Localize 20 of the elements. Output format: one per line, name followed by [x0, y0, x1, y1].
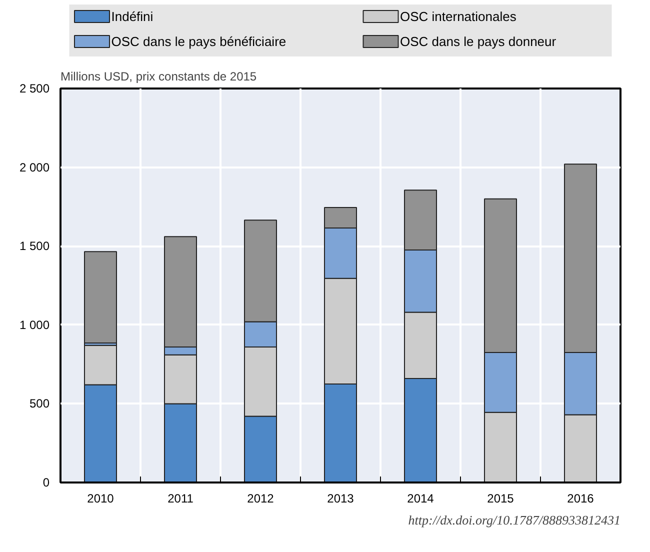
x-tick-label: 2016 — [567, 492, 594, 506]
y-tick-label: 2 000 — [19, 160, 50, 174]
x-tick-label: 2013 — [327, 492, 354, 506]
x-tick-label: 2011 — [168, 492, 194, 506]
y-tick-label: 1 500 — [19, 239, 50, 254]
text: http://dx.doi.org/10.1787/888933812431 — [408, 512, 621, 528]
x-tick-label: 2014 — [407, 492, 434, 506]
y-tick-label: 0 — [42, 476, 50, 490]
legend-label: OSC dans le pays donneur — [400, 34, 557, 49]
legend-label: Indéfini — [111, 9, 154, 24]
bar — [84, 251, 117, 344]
y-axis-title: Millions USD, prix constants de 2015 — [60, 70, 257, 84]
y-tick-label: 500 — [29, 396, 50, 411]
legend-label: OSC dans le pays bénéficiaire — [111, 34, 286, 49]
x-tick-label: 2010 — [87, 492, 114, 506]
y-tick-label: 1 000 — [19, 318, 50, 332]
y-tick-label: 2 500 — [19, 82, 50, 96]
x-tick-label: 2015 — [487, 492, 514, 506]
x-tick-label: 2012 — [247, 492, 274, 506]
legend-label: OSC internationales — [400, 9, 517, 24]
